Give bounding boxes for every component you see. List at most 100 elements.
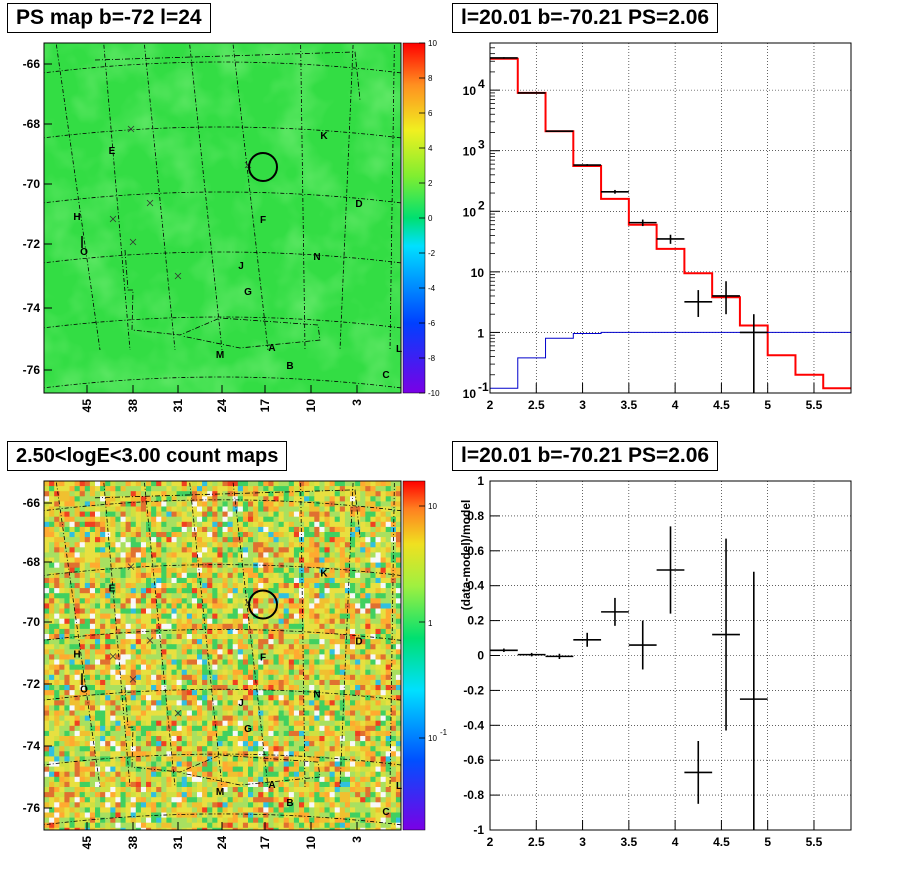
count-pixel [181, 588, 188, 594]
count-pixel [253, 751, 259, 757]
count-pixel [59, 674, 65, 681]
count-pixel [49, 679, 55, 686]
source-cross-marker [146, 637, 154, 644]
count-pixel [395, 705, 401, 711]
count-pixel [309, 705, 315, 711]
count-pixel [89, 598, 96, 604]
count-pixel [171, 583, 177, 589]
count-pixel [120, 720, 126, 727]
count-pixel [350, 710, 356, 716]
count-pixel [319, 746, 325, 752]
count-pixel [156, 593, 162, 599]
count-pixel [130, 690, 137, 696]
count-pixel [268, 511, 274, 517]
count-pixel [217, 807, 223, 813]
count-pixel [360, 715, 366, 721]
count-pixel [166, 583, 172, 589]
count-pixel [360, 526, 366, 533]
count-pixel [105, 685, 111, 691]
count-pixel [339, 583, 346, 589]
count-pixel [242, 491, 249, 497]
count-pixel [278, 822, 284, 829]
count-pixel [288, 618, 295, 625]
count-pixel [350, 756, 356, 762]
count-pixel [375, 751, 381, 757]
count-pixel [258, 710, 264, 716]
count-pixel [319, 526, 325, 533]
count-pixel [395, 654, 401, 660]
count-pixel [334, 623, 341, 630]
count-pixel [370, 501, 376, 507]
count-pixel [339, 481, 346, 487]
count-pixel [319, 634, 325, 640]
count-pixel [232, 486, 239, 492]
count-pixel [309, 741, 315, 747]
count-pixel [329, 511, 335, 517]
count-pixel [115, 690, 121, 696]
source-cross-marker [129, 238, 137, 246]
count-pixel [253, 588, 259, 594]
count-pixel [324, 685, 330, 691]
count-pixel [268, 700, 274, 706]
count-pixel [334, 725, 341, 732]
count-pixel [395, 521, 401, 528]
count-pixel [130, 557, 137, 563]
count-pixel [59, 812, 65, 818]
count-pixel [100, 649, 106, 655]
count-pixel [44, 613, 50, 619]
count-pixel [329, 797, 335, 803]
count-pixel [44, 787, 50, 793]
count-pixel [100, 593, 106, 599]
count-pixel [74, 802, 80, 808]
count-pixel [227, 669, 233, 676]
map-y-tick-label: -76 [23, 801, 41, 815]
count-pixel [140, 761, 147, 767]
count-pixel [237, 649, 244, 655]
count-pixel [74, 822, 80, 829]
count-pixel [329, 644, 335, 650]
count-pixel [344, 593, 351, 599]
count-pixel [59, 623, 65, 630]
count-pixel [166, 552, 172, 558]
count-pixel [258, 618, 264, 625]
count-pixel [146, 741, 152, 747]
count-pixel [350, 552, 356, 558]
count-pixel [232, 562, 239, 568]
map-x-tick-label: 3 [350, 836, 364, 843]
count-pixel [54, 521, 60, 528]
count-pixel [278, 827, 284, 830]
count-pixel [370, 822, 376, 829]
count-pixel [186, 807, 193, 813]
count-pixel [89, 679, 96, 686]
count-pixel [140, 501, 147, 507]
count-pixel [253, 542, 259, 548]
count-pixel [242, 618, 249, 625]
count-pixel [385, 526, 392, 533]
count-pixel [232, 526, 239, 533]
count-pixel [222, 654, 228, 660]
count-pixel [222, 547, 228, 553]
count-pixel [100, 613, 106, 619]
count-pixel [176, 486, 182, 492]
count-pixel [105, 669, 111, 676]
count-pixel [171, 787, 177, 793]
count-pixel [360, 741, 366, 747]
source-label: K [320, 131, 328, 142]
count-pixel [120, 710, 126, 716]
count-pixel [309, 639, 315, 645]
count-pixel [283, 588, 290, 594]
count-pixel [324, 603, 330, 609]
count-pixel [110, 649, 116, 655]
count-pixel [156, 521, 162, 528]
count-pixel [125, 817, 131, 823]
count-pixel [166, 669, 172, 676]
count-pixel [207, 781, 213, 788]
count-pixel [135, 664, 142, 670]
count-pixel [360, 516, 366, 523]
count-pixel [161, 623, 167, 630]
count-pixel [197, 511, 203, 517]
count-pixel [304, 797, 310, 803]
count-pixel [355, 521, 361, 528]
count-pixel [95, 526, 101, 533]
count-pixel [334, 679, 341, 686]
